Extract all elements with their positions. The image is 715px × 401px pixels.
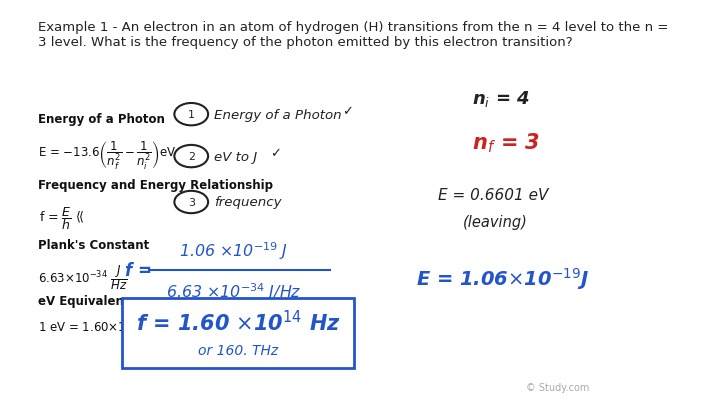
Text: E = 0.6601 eV: E = 0.6601 eV — [438, 187, 548, 202]
Text: © Study.com: © Study.com — [526, 382, 589, 392]
Text: n$_f$ = 3: n$_f$ = 3 — [471, 131, 540, 154]
Text: 1.06 $\times$10$^{-19}$ J: 1.06 $\times$10$^{-19}$ J — [179, 239, 288, 261]
Text: ✓: ✓ — [342, 105, 353, 118]
Text: f =: f = — [125, 261, 152, 279]
Text: ✓: ✓ — [270, 147, 280, 160]
Text: E = $-$13.6$\left(\dfrac{1}{n_f^2} - \dfrac{1}{n_i^2}\right)$eV: E = $-$13.6$\left(\dfrac{1}{n_f^2} - \df… — [38, 139, 176, 171]
FancyBboxPatch shape — [122, 298, 354, 368]
Text: f = $\dfrac{E}{h}$ $\langle\!\langle$: f = $\dfrac{E}{h}$ $\langle\!\langle$ — [39, 205, 84, 231]
Text: 6.63 $\times$10$^{-34}$ J/Hz: 6.63 $\times$10$^{-34}$ J/Hz — [166, 280, 301, 302]
Text: (leaving): (leaving) — [463, 215, 528, 230]
Text: 2: 2 — [188, 152, 194, 162]
Text: 3: 3 — [188, 198, 194, 207]
Text: eV Equivalency: eV Equivalency — [38, 294, 138, 307]
Text: 6.63$\times$10$^{-34}$ $\dfrac{J}{Hz}$: 6.63$\times$10$^{-34}$ $\dfrac{J}{Hz}$ — [38, 262, 127, 291]
Text: 1 eV = 1.60$\times$10$^{-19}$J: 1 eV = 1.60$\times$10$^{-19}$J — [38, 318, 154, 338]
Text: E = 1.06$\times$10$^{-19}$J: E = 1.06$\times$10$^{-19}$J — [416, 265, 589, 291]
Text: frequency: frequency — [214, 196, 282, 209]
Text: or 160. THz: or 160. THz — [198, 343, 278, 357]
Text: f = 1.60 $\times$10$^{14}$ Hz: f = 1.60 $\times$10$^{14}$ Hz — [136, 310, 340, 334]
Text: Frequency and Energy Relationship: Frequency and Energy Relationship — [38, 178, 272, 192]
Text: Plank's Constant: Plank's Constant — [38, 238, 149, 251]
Text: Energy of a Photon: Energy of a Photon — [214, 108, 342, 122]
Text: Energy of a Photon: Energy of a Photon — [38, 113, 164, 126]
Text: n$_i$ = 4: n$_i$ = 4 — [471, 89, 530, 109]
Text: Example 1 - An electron in an atom of hydrogen (H) transitions from the n = 4 le: Example 1 - An electron in an atom of hy… — [38, 21, 668, 49]
Text: eV to J: eV to J — [214, 150, 257, 163]
Text: 1: 1 — [188, 110, 194, 120]
